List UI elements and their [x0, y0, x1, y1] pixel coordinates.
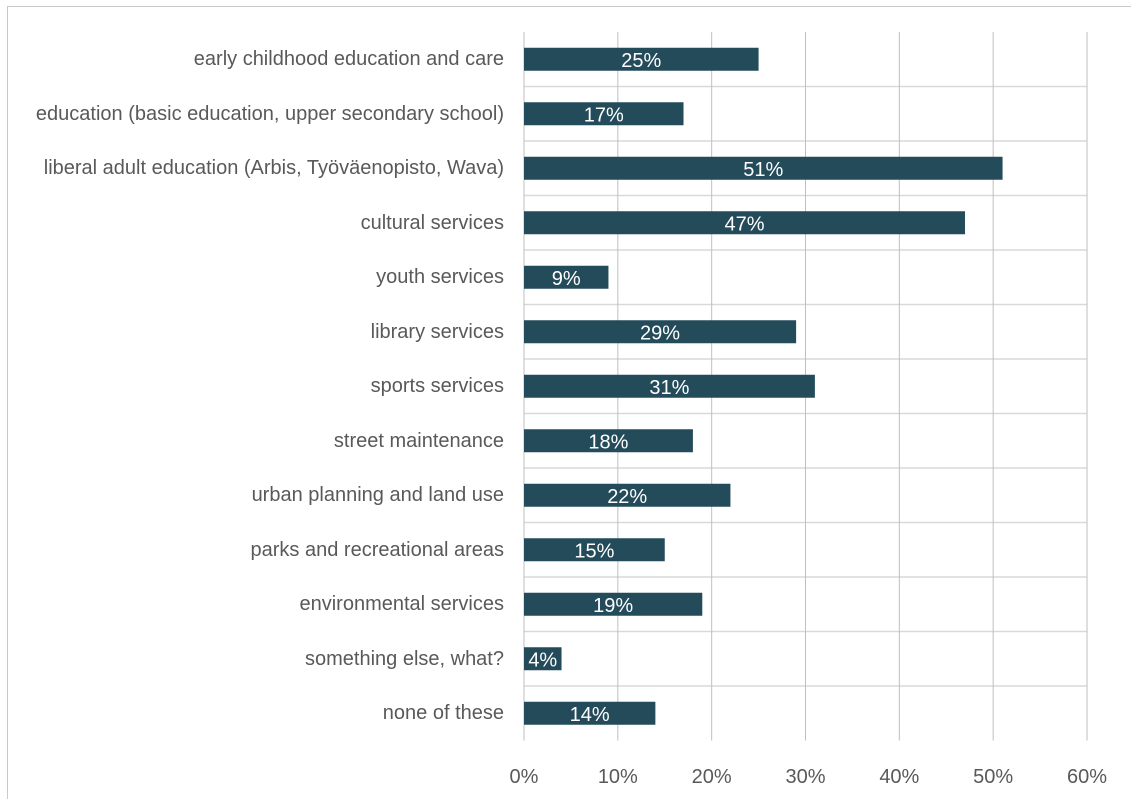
data-label: 25% — [621, 50, 661, 72]
x-tick-label: 60% — [1067, 766, 1107, 788]
data-label: 9% — [552, 268, 581, 290]
bar — [524, 102, 684, 126]
category-label: cultural services — [360, 211, 504, 234]
category-label: street maintenance — [333, 429, 504, 452]
x-tick-label: 40% — [879, 766, 919, 788]
bar — [524, 647, 562, 671]
data-label: 14% — [570, 704, 610, 726]
category-label: sports services — [370, 375, 504, 398]
x-tick-label: 0% — [510, 766, 539, 788]
category-label: none of these — [382, 702, 504, 725]
bar — [524, 429, 693, 453]
data-label: 29% — [640, 322, 680, 344]
bar — [524, 320, 797, 344]
data-label: 31% — [649, 377, 689, 399]
x-tick-label: 50% — [973, 766, 1013, 788]
category-label: urban planning and land use — [251, 484, 504, 507]
data-label: 15% — [574, 540, 614, 562]
bar — [524, 592, 703, 616]
data-label: 17% — [584, 104, 624, 126]
x-tick-label: 20% — [692, 766, 732, 788]
bar — [524, 265, 609, 289]
category-label: youth services — [376, 266, 504, 289]
x-tick-label: 30% — [785, 766, 825, 788]
bar — [524, 701, 656, 725]
bar — [524, 156, 1003, 180]
x-tick-label: 10% — [598, 766, 638, 788]
category-label: liberal adult education (Arbis, Työväeno… — [43, 157, 504, 180]
bar — [524, 47, 759, 71]
category-label: education (basic education, upper second… — [35, 102, 504, 125]
data-label: 4% — [528, 649, 557, 671]
data-label: 22% — [607, 486, 647, 508]
category-label: library services — [370, 320, 504, 343]
data-label: 51% — [743, 159, 783, 181]
category-label: parks and recreational areas — [250, 538, 504, 561]
chart-frame — [7, 6, 1131, 799]
bar — [524, 483, 731, 507]
category-label: environmental services — [299, 593, 504, 616]
bar — [524, 211, 966, 235]
bar — [524, 374, 815, 398]
data-label: 19% — [593, 595, 633, 617]
bar — [524, 538, 665, 562]
category-label: early childhood education and care — [193, 48, 504, 71]
data-label: 18% — [588, 431, 628, 453]
data-label: 47% — [724, 213, 764, 235]
category-label: something else, what? — [304, 647, 504, 670]
